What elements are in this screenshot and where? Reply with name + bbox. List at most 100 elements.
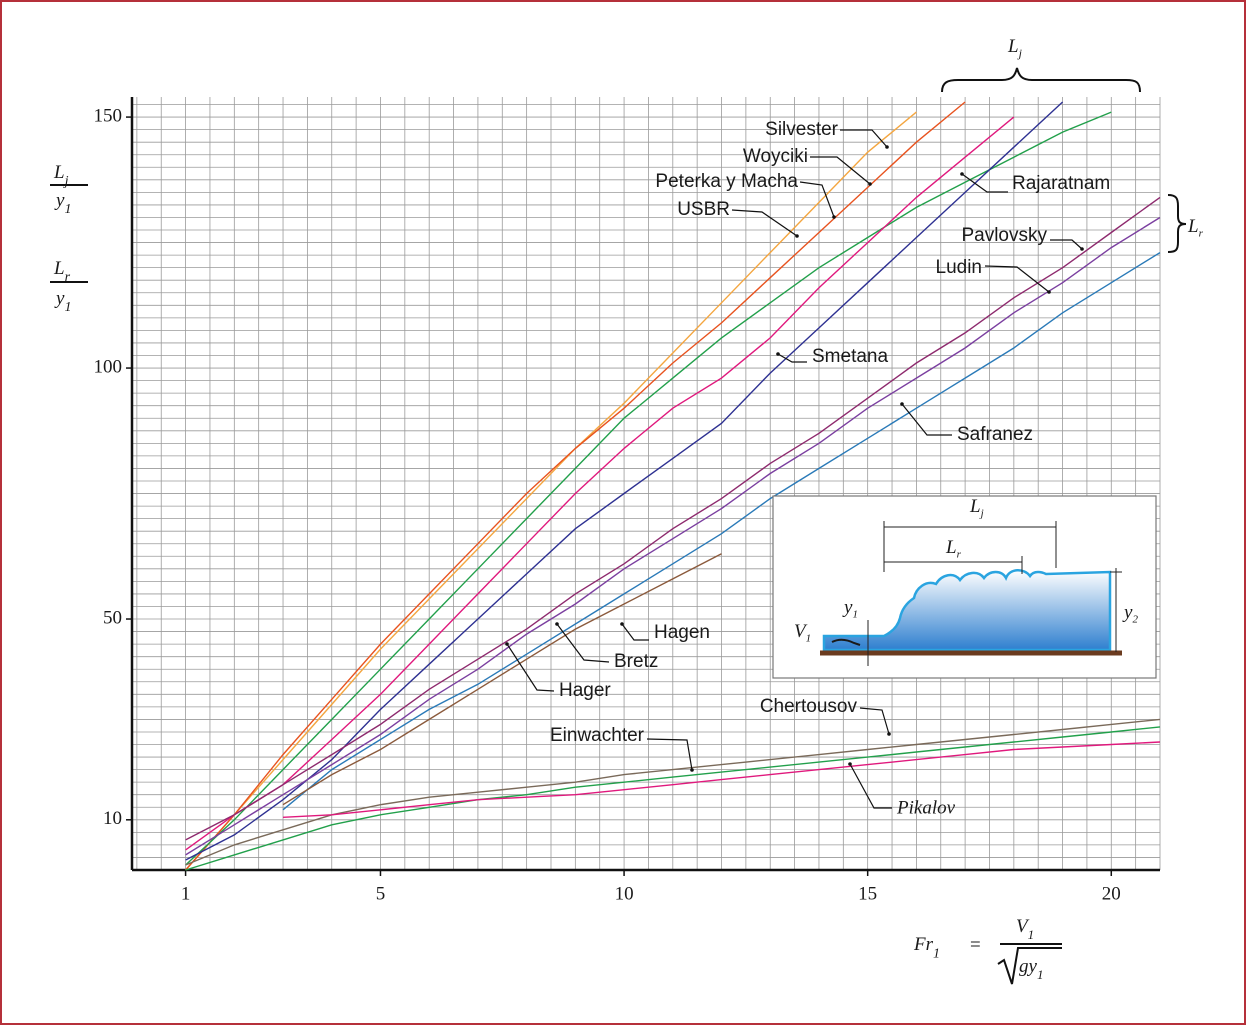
leader-line bbox=[646, 738, 693, 771]
leader-line bbox=[506, 643, 555, 692]
y-label-num: Lr bbox=[53, 258, 71, 285]
leader-line bbox=[901, 403, 952, 436]
series-line bbox=[185, 196, 1161, 841]
series-line bbox=[185, 111, 1112, 866]
legend-label: Hagen bbox=[654, 622, 710, 643]
legend-label: Pikalov bbox=[896, 797, 956, 818]
legend-label: Silvester bbox=[765, 119, 839, 140]
inset-label-main: y bbox=[842, 597, 853, 618]
leader-tip bbox=[885, 145, 889, 149]
bracket-label-main: L bbox=[1007, 36, 1019, 57]
y-label-num-sub: r bbox=[65, 270, 71, 285]
inset-label-main: L bbox=[945, 537, 957, 558]
leader-tip bbox=[868, 182, 872, 186]
leader-line bbox=[556, 623, 610, 663]
inset-label-sub: j bbox=[979, 507, 984, 519]
leader-tip bbox=[690, 768, 694, 772]
x-tick-label: 20 bbox=[1102, 883, 1121, 904]
x-tick-label: 10 bbox=[615, 883, 634, 904]
bracket-label: Lr bbox=[1187, 216, 1204, 239]
x-label-den-main: gy bbox=[1019, 956, 1038, 977]
leader-tip bbox=[887, 732, 891, 736]
top-bracket bbox=[941, 67, 1141, 93]
series-line bbox=[282, 252, 1161, 811]
annotation: USBR bbox=[677, 199, 730, 220]
leader-tip bbox=[795, 234, 799, 238]
x-tick-label: 15 bbox=[858, 883, 877, 904]
series-line bbox=[185, 726, 1161, 871]
leader-tip bbox=[1080, 247, 1084, 251]
leader-line bbox=[849, 763, 892, 809]
bracket-label-sub: j bbox=[1017, 46, 1023, 60]
flow-arrow bbox=[831, 638, 861, 646]
leader-tip bbox=[960, 172, 964, 176]
x-label-lhs-sub: 1 bbox=[933, 947, 940, 962]
x-label-num: V1 bbox=[1016, 916, 1034, 941]
y-tick-label: 100 bbox=[94, 356, 123, 377]
leader-tip bbox=[620, 622, 624, 626]
leader-line bbox=[840, 129, 888, 148]
y-label-num-main: L bbox=[53, 162, 65, 183]
leader-line bbox=[777, 353, 807, 363]
series-line bbox=[185, 101, 1064, 861]
leader-line bbox=[810, 156, 871, 185]
bracket-label-sub: r bbox=[1199, 227, 1204, 239]
series-line bbox=[185, 111, 917, 871]
leader-line bbox=[961, 173, 1008, 193]
inset-label-sub: 1 bbox=[852, 608, 858, 620]
annotation: Bretz bbox=[614, 651, 658, 672]
y-tick-label: 50 bbox=[103, 607, 122, 628]
y-label-den: y1 bbox=[54, 288, 71, 315]
inset-label-main: V bbox=[794, 621, 808, 642]
legend-label: Pavlovsky bbox=[961, 225, 1047, 246]
series-line bbox=[282, 741, 1161, 818]
x-label-num-sub: 1 bbox=[1028, 927, 1035, 942]
leader-tip bbox=[832, 215, 836, 219]
legend-label: Ludin bbox=[936, 257, 983, 278]
x-tick-label: 5 bbox=[376, 883, 386, 904]
inset-label-sub: r bbox=[957, 548, 962, 560]
bracket-label-main: L bbox=[1187, 216, 1199, 237]
y-label-den-sub: 1 bbox=[64, 300, 71, 315]
leader-tip bbox=[900, 402, 904, 406]
leader-line bbox=[799, 181, 835, 218]
series-line bbox=[185, 116, 1015, 851]
x-label-eq: = bbox=[970, 934, 981, 955]
y-label-den-main: y bbox=[54, 288, 65, 309]
inset-label: Lr bbox=[945, 537, 962, 560]
legend-label: Chertousov bbox=[760, 696, 858, 717]
legend-label: Einwachter bbox=[550, 725, 645, 746]
y-tick-label: 10 bbox=[103, 808, 122, 829]
inset-label-sub: 1 bbox=[806, 632, 812, 644]
legend-label: Rajaratnam bbox=[1012, 173, 1110, 194]
annotation: Hager bbox=[559, 680, 611, 701]
leader-tip bbox=[555, 622, 559, 626]
y-label-num: Lj bbox=[53, 162, 69, 189]
leader-line bbox=[1050, 239, 1083, 250]
y-label-den-sub: 1 bbox=[64, 202, 71, 217]
right-bracket bbox=[1167, 194, 1187, 253]
leader-tip bbox=[848, 762, 852, 766]
leader-line bbox=[984, 265, 1050, 293]
series-line bbox=[185, 718, 1161, 866]
inset-label: y1 bbox=[842, 597, 858, 620]
legend-label: Smetana bbox=[812, 346, 888, 367]
legend-label: Safranez bbox=[957, 424, 1033, 445]
inset-label-sub: 2 bbox=[1132, 613, 1138, 625]
y-label-den: y1 bbox=[54, 190, 71, 217]
x-label-num-main: V bbox=[1016, 916, 1030, 937]
series-line bbox=[185, 216, 1161, 856]
y-label-den-main: y bbox=[54, 190, 65, 211]
y-label-num-sub: j bbox=[63, 174, 69, 189]
inset-label-main: y bbox=[1122, 602, 1133, 623]
x-label-lhs-main: Fr bbox=[913, 934, 934, 955]
leader-line bbox=[731, 209, 798, 237]
inset-label: y2 bbox=[1122, 602, 1138, 625]
jump-water bbox=[822, 569, 1112, 652]
leader-line bbox=[859, 707, 890, 735]
y-tick-label: 150 bbox=[94, 105, 123, 126]
